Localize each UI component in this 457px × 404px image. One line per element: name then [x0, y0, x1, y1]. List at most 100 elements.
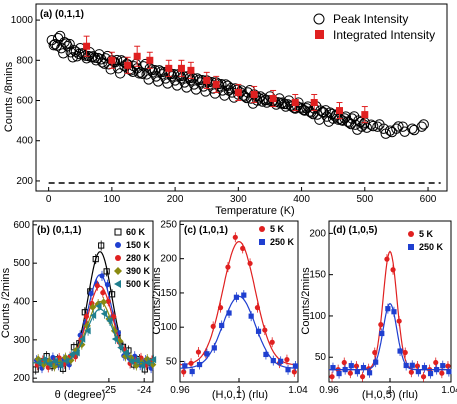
legend-marker-60-K — [114, 228, 122, 236]
panel-b-ytick-label: 400 — [13, 297, 30, 308]
panel-a-xtick-label: 200 — [167, 194, 184, 205]
data-point-500-K — [79, 335, 86, 343]
panel-c-xtick-label: 1.04 — [288, 385, 308, 396]
data-point-390-K — [78, 341, 86, 349]
data-point-250-K — [278, 358, 284, 364]
data-point-150-K — [88, 290, 94, 297]
legend-marker-250-K — [259, 239, 265, 245]
data-point-250-K — [219, 322, 225, 329]
data-point-250-K — [248, 313, 254, 319]
panel-b-ytick-label: 500 — [13, 258, 30, 269]
panel-c-xtick-label: 0.96 — [170, 385, 190, 396]
data-point-250-K — [360, 364, 367, 371]
panel-a-xtick-label: 400 — [293, 194, 310, 205]
data-point-5-K — [240, 245, 246, 251]
data-point-250-K — [263, 351, 269, 358]
panel-d-ytick-label: 50 — [315, 352, 327, 363]
data-point-250-K — [196, 361, 203, 368]
data-point-250-K — [241, 292, 247, 298]
panel-c-marks — [180, 232, 299, 377]
legend-marker-280-K — [115, 255, 121, 261]
data-point-5-K — [372, 349, 378, 356]
data-point-280-K — [105, 298, 111, 304]
legend-marker-150-K — [115, 242, 121, 248]
data-point-150-K — [50, 354, 56, 361]
data-point-5-K — [225, 264, 231, 270]
legend-integrated-label: Integrated Intensity — [333, 28, 435, 42]
data-point-250-K — [434, 367, 440, 373]
integrated-intensity-point — [165, 64, 173, 72]
data-point-150-K — [99, 273, 105, 279]
data-point-250-K — [391, 309, 397, 315]
peak-intensity-point — [223, 85, 235, 96]
panel-c-ytick-label: 200 — [160, 254, 177, 265]
panel-c-ytick-label: 100 — [160, 322, 177, 333]
legend-marker-5-K — [259, 226, 265, 232]
panel-c-ytick-label: 250 — [160, 219, 177, 230]
panel-b: (b) (0,1,1) Counts /2mins θ (degree) -25… — [0, 220, 157, 401]
legend-marker-5-K — [408, 231, 414, 237]
data-point-500-K — [111, 335, 118, 343]
data-point-500-K — [133, 356, 140, 364]
data-point-250-K — [233, 294, 240, 300]
panel-a-ytick-label: 400 — [16, 136, 33, 147]
peak-intensity-point — [54, 30, 66, 42]
data-point-5-K — [439, 370, 445, 376]
legend-marker-390-K — [114, 267, 122, 275]
integrated-intensity-point — [187, 66, 195, 74]
data-point-390-K — [50, 362, 59, 371]
data-point-60-K — [92, 255, 99, 263]
data-point-5-K — [210, 323, 216, 329]
data-point-500-K — [51, 357, 58, 365]
data-point-60-K — [103, 268, 110, 275]
panel-a-ytick-label: 600 — [16, 96, 33, 107]
data-point-5-K — [262, 327, 268, 333]
integrated-intensity-point — [133, 52, 141, 60]
data-point-500-K — [73, 349, 80, 357]
data-point-250-K — [255, 328, 262, 334]
data-point-5-K — [384, 256, 390, 262]
data-point-390-K — [127, 354, 135, 362]
legend-label-500-K: 500 K — [126, 279, 151, 289]
panel-a-ytick-label: 1000 — [11, 15, 34, 26]
data-point-5-K — [445, 363, 451, 369]
legend-label-5-K: 5 K — [419, 229, 434, 239]
data-point-250-K — [421, 365, 428, 371]
legend-marker-500-K — [114, 280, 121, 288]
peak-intensity-point — [365, 119, 377, 130]
data-point-280-K — [100, 290, 106, 296]
panel-c-ticks: 0.96 1 1.04 50 100 150 200 250 — [160, 219, 308, 396]
panel-a: (a) (0,1,1) Counts /8mins Temperature (K… — [3, 3, 448, 217]
data-point-390-K — [143, 355, 151, 363]
data-point-500-K — [100, 310, 108, 318]
data-point-250-K — [348, 363, 354, 369]
panel-d-xtick-label: 1.04 — [441, 385, 457, 396]
data-point-250-K — [397, 348, 403, 354]
data-point-60-K — [108, 291, 116, 298]
data-point-390-K — [83, 322, 91, 330]
data-point-5-K — [396, 318, 402, 324]
data-point-500-K — [149, 356, 157, 364]
peak-intensity-point — [353, 115, 364, 126]
panel-a-xtick-label: 600 — [420, 194, 437, 205]
panel-a-xlabel: Temperature (K) — [215, 205, 294, 217]
data-point-5-K — [217, 305, 224, 311]
panel-a-ticks: 0 100 200 300 400 500 600 200 400 600 800 1000 — [11, 15, 437, 205]
data-point-390-K — [45, 357, 53, 365]
panel-b-ytick-label: 600 — [13, 220, 30, 231]
data-point-5-K — [247, 260, 253, 267]
data-point-250-K — [336, 370, 342, 377]
panel-a-ytick-label: 800 — [16, 55, 33, 66]
integrated-intensity-point — [124, 61, 132, 69]
peak-intensity-point — [324, 107, 336, 118]
data-point-5-K — [329, 374, 335, 380]
panel-c-xtick-label: 1 — [236, 385, 242, 396]
panel-a-frame — [35, 3, 448, 192]
data-point-250-K — [440, 363, 446, 369]
data-point-250-K — [204, 351, 210, 357]
panel-d: (d) (1,0,5) Counts/2mins (H,0,5) (rlu) 0… — [300, 220, 457, 401]
data-point-390-K — [100, 298, 108, 306]
integrated-intensity-point — [310, 99, 318, 107]
panel-b-ytick-label: 300 — [13, 335, 30, 346]
legend-label-250-K: 250 K — [270, 237, 295, 247]
